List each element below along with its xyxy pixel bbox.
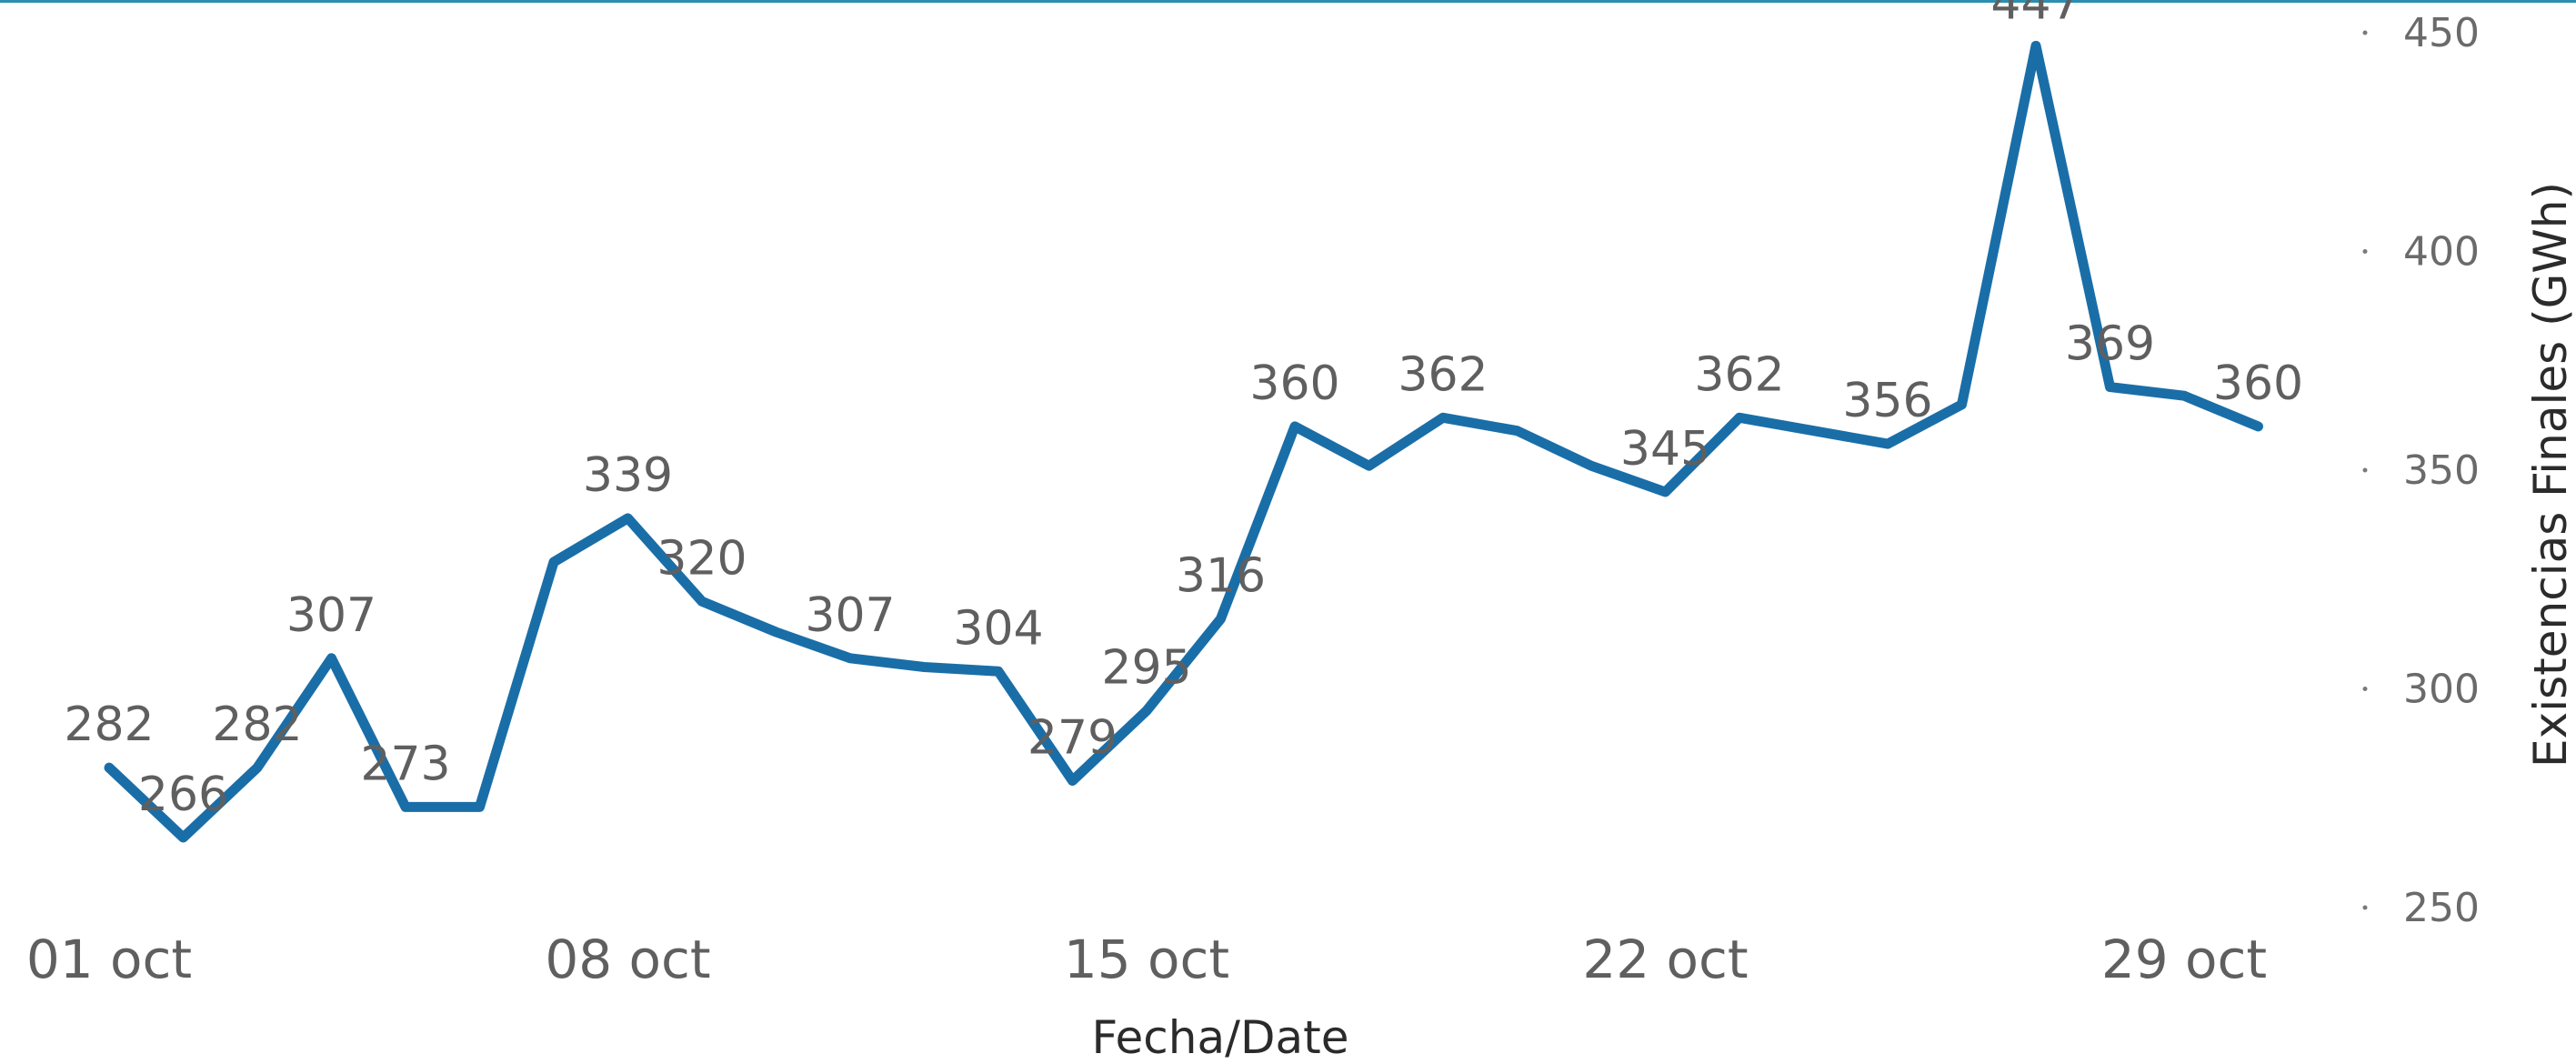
data-label: 360	[2213, 356, 2303, 411]
data-label: 304	[953, 601, 1043, 656]
y-tick-label: 300	[2403, 667, 2480, 713]
data-label: 307	[805, 588, 895, 643]
data-label: 307	[286, 588, 376, 643]
data-label: 266	[138, 768, 228, 822]
top-border	[0, 0, 2576, 3]
data-label: 447	[1990, 0, 2080, 30]
data-label: 273	[360, 737, 450, 791]
x-tick-label: 29 oct	[2101, 928, 2267, 990]
x-tick-label: 08 oct	[545, 928, 710, 990]
y-tick-label: 450	[2403, 10, 2480, 56]
data-label: 369	[2065, 317, 2155, 372]
y-axis-ticks: 250 300 350 400 450	[2362, 10, 2480, 931]
x-tick-label: 15 oct	[1064, 928, 1229, 990]
data-label: 279	[1027, 711, 1118, 766]
y-tick-label: 250	[2403, 885, 2480, 931]
y-tick-mark	[2362, 249, 2368, 254]
data-label: 282	[212, 698, 302, 752]
y-tick-mark	[2362, 30, 2368, 35]
data-label: 362	[1398, 347, 1488, 402]
x-tick-label: 22 oct	[1582, 928, 1748, 990]
data-label: 295	[1101, 641, 1191, 696]
x-axis-ticks: 01 oct 08 oct 15 oct 22 oct 29 oct	[26, 928, 2267, 990]
y-tick-mark	[2362, 905, 2368, 910]
data-label: 362	[1694, 347, 1784, 402]
y-tick-mark	[2362, 687, 2368, 691]
data-label: 360	[1249, 356, 1339, 411]
x-tick-label: 01 oct	[26, 928, 192, 990]
series-line	[104, 40, 2263, 843]
data-label: 316	[1176, 549, 1266, 604]
data-labels: 282 266 282 307 273 339 320 307 304 279 295 316 360 3…	[64, 0, 2303, 822]
data-label: 356	[1842, 374, 1932, 428]
y-tick-mark	[2362, 467, 2368, 473]
data-label: 339	[583, 448, 673, 503]
x-axis-title: Fecha/Date	[1092, 1011, 1349, 1064]
data-label: 282	[64, 698, 154, 752]
data-label: 320	[657, 531, 747, 586]
y-tick-label: 350	[2403, 447, 2480, 494]
y-axis-title: Existencias Finales (GWh)	[2524, 182, 2576, 768]
data-label: 345	[1620, 422, 1710, 477]
y-tick-label: 400	[2403, 229, 2480, 276]
